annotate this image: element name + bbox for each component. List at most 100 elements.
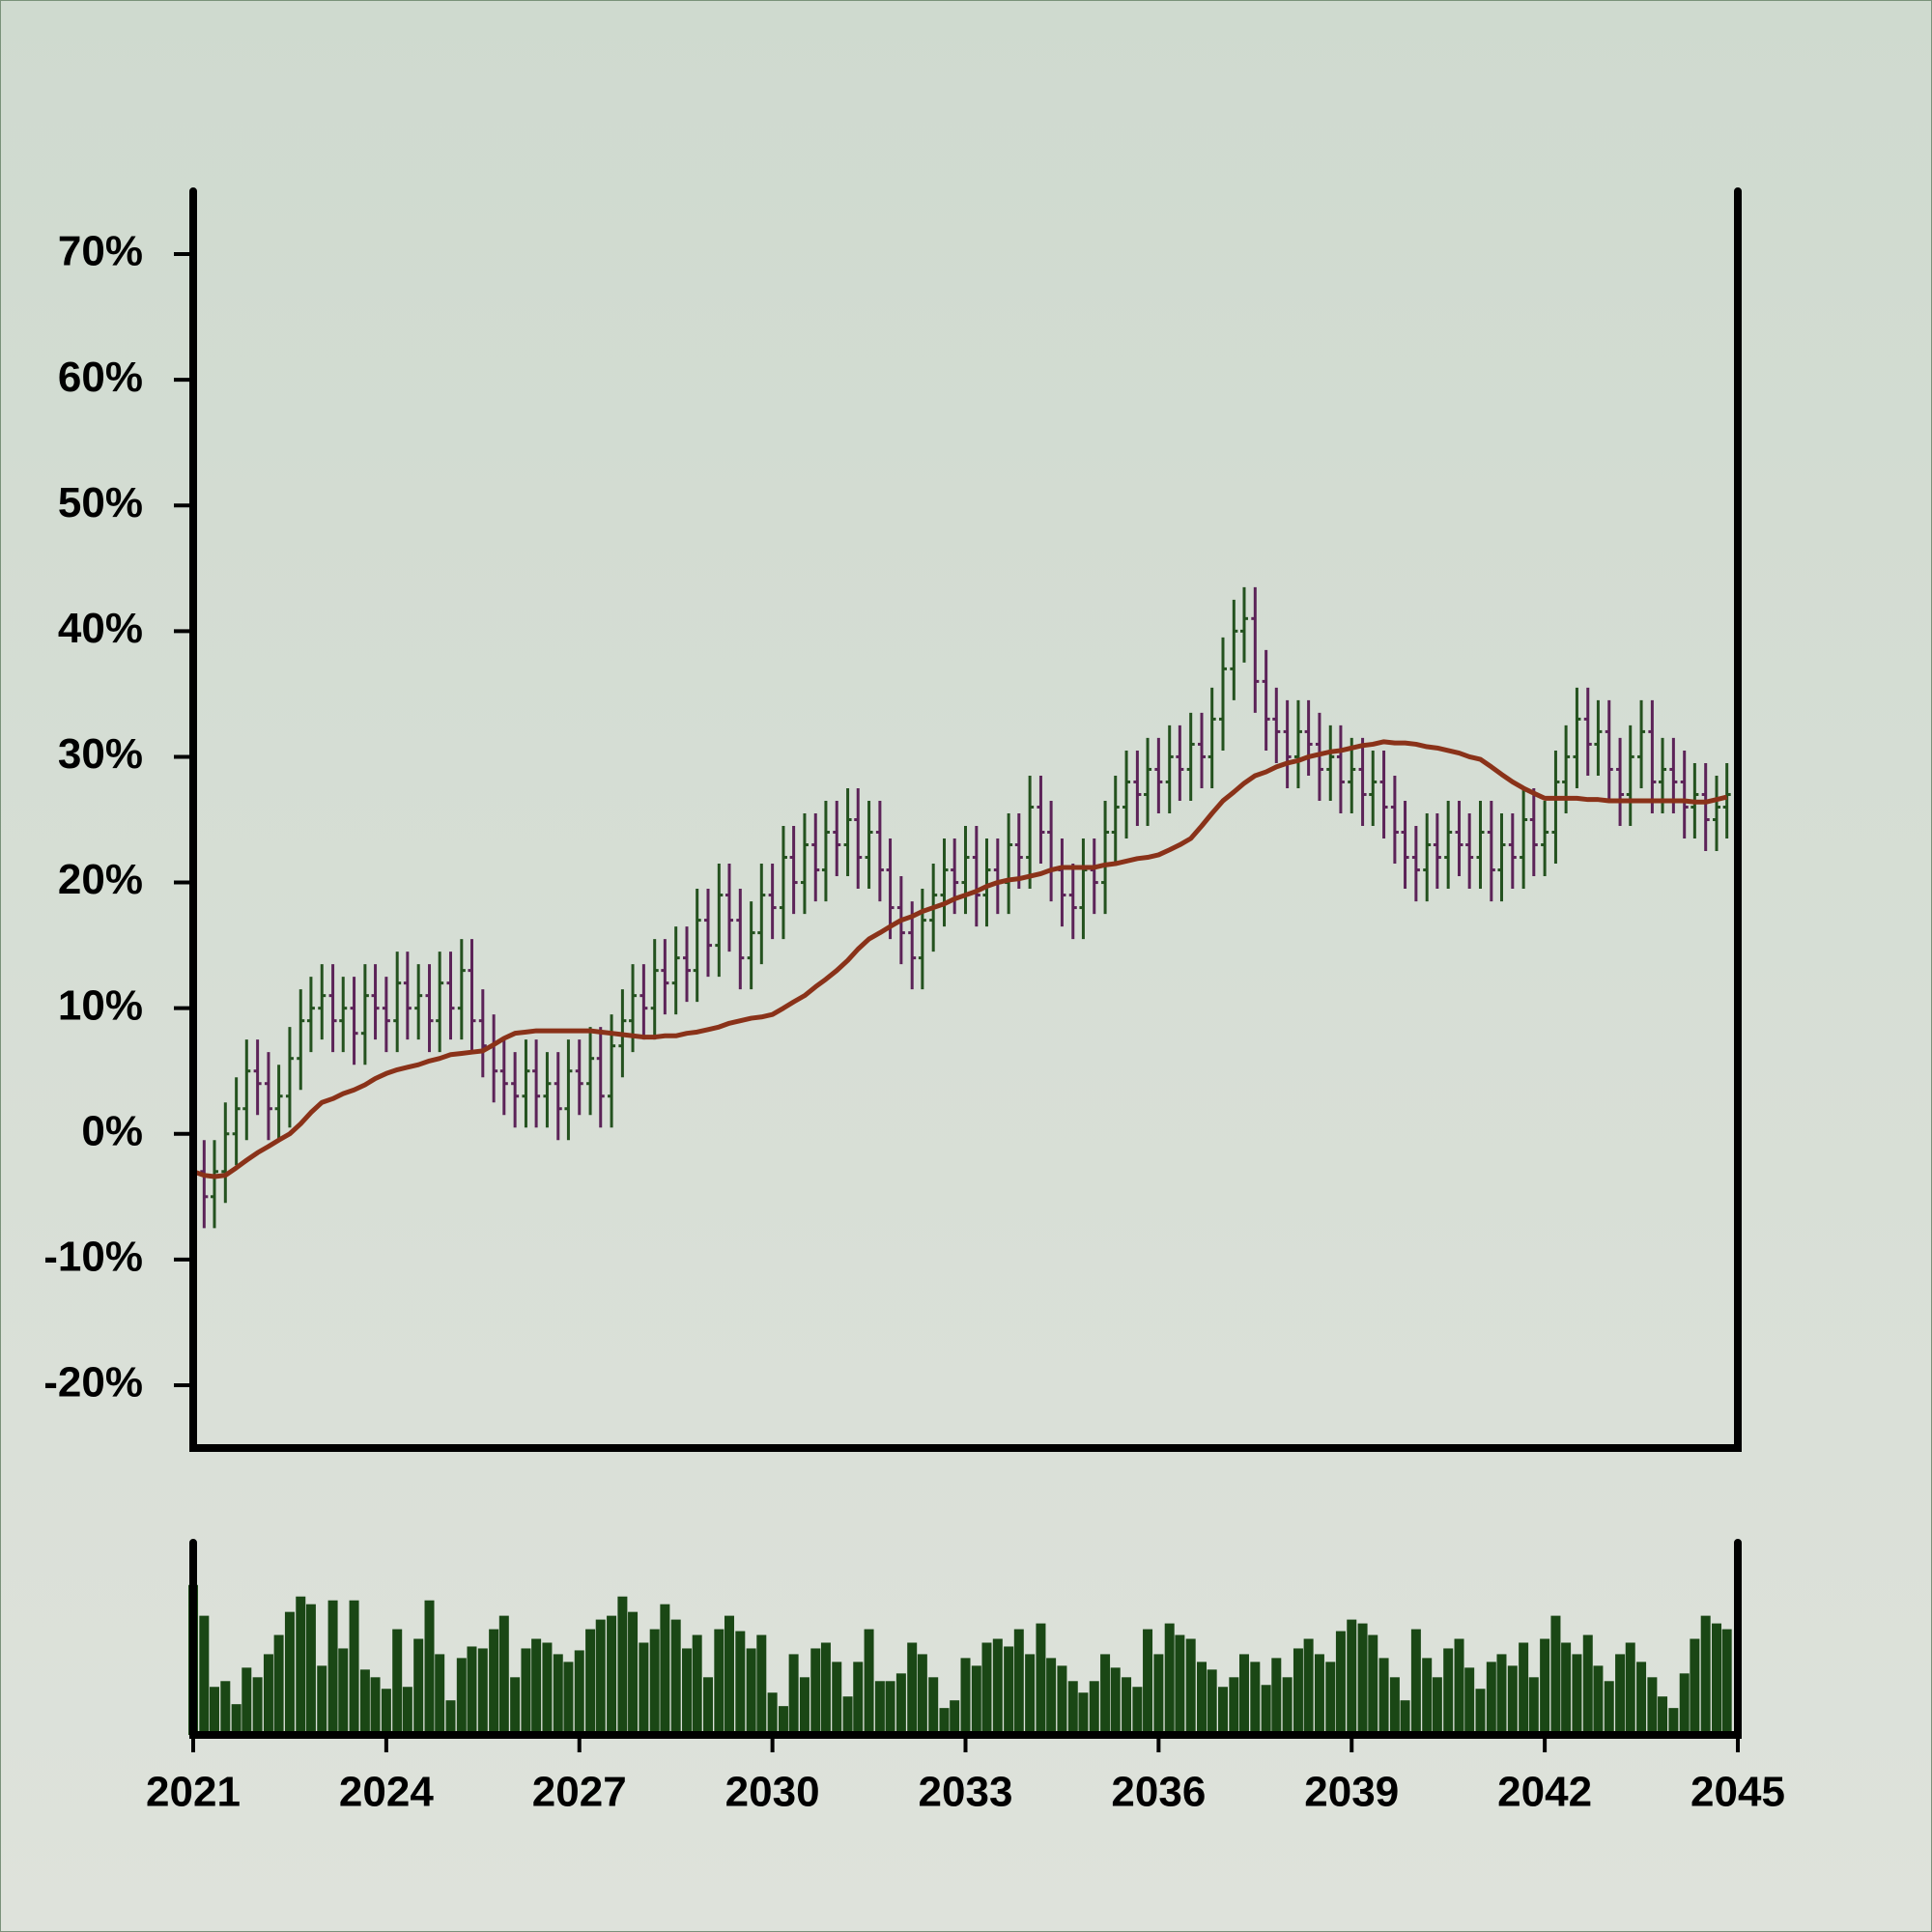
volume-bar	[928, 1677, 939, 1735]
x-tick-label: 2042	[1497, 1769, 1592, 1816]
ohlc-bar	[414, 964, 423, 1040]
volume-bar	[1046, 1658, 1057, 1735]
volume-bar	[209, 1687, 219, 1735]
volume-bar	[1410, 1629, 1421, 1735]
ohlc-bar	[639, 964, 648, 1040]
volume-bar	[1013, 1629, 1024, 1735]
volume-bar	[424, 1600, 435, 1735]
volume-bar	[1679, 1673, 1690, 1735]
volume-bar	[542, 1642, 553, 1735]
volume-bar	[1122, 1677, 1132, 1735]
volume-bar	[832, 1662, 842, 1735]
volume-bar	[284, 1611, 295, 1735]
ohlc-bar	[253, 1039, 262, 1116]
ohlc-bar	[1230, 599, 1238, 700]
ohlc-bar	[661, 939, 669, 1015]
volume-bar	[1335, 1631, 1346, 1735]
x-tick-label: 2033	[919, 1769, 1013, 1816]
volume-bar	[1625, 1642, 1635, 1735]
ohlc-bar	[1423, 812, 1432, 902]
volume-bar	[498, 1615, 509, 1735]
volume-bar	[510, 1677, 521, 1735]
volume-bar	[1454, 1638, 1464, 1735]
ohlc-bar	[1444, 800, 1453, 890]
ohlc-bar	[1390, 775, 1399, 865]
ohlc-bar	[1111, 775, 1120, 865]
volume-bar	[1153, 1654, 1164, 1735]
ohlc-bar	[1272, 687, 1281, 763]
volume-bar	[607, 1615, 617, 1735]
ohlc-bar	[436, 952, 444, 1053]
ohlc-bar	[1637, 699, 1646, 788]
ohlc-bar	[1239, 586, 1248, 663]
ohlc-bar	[875, 800, 884, 902]
volume-bar	[273, 1634, 284, 1735]
ohlc-bar	[596, 1027, 605, 1128]
volume-bar	[199, 1615, 210, 1735]
ohlc-bar	[382, 977, 390, 1053]
ohlc-bar	[306, 977, 315, 1053]
volume-bar	[1432, 1677, 1442, 1735]
volume-bar	[1507, 1665, 1518, 1735]
ohlc-bar	[1165, 724, 1174, 813]
volume-bar	[1668, 1708, 1679, 1735]
ohlc-bar	[1369, 750, 1378, 827]
volume-bar	[885, 1681, 895, 1735]
ohlc-bar	[1465, 812, 1474, 890]
ohlc-bar	[318, 964, 327, 1040]
x-tick-label: 2036	[1111, 1769, 1206, 1816]
x-tick-label: 2045	[1690, 1769, 1785, 1816]
volume-bar	[1197, 1662, 1208, 1735]
volume-bar	[1475, 1689, 1486, 1735]
ohlc-bar	[200, 1140, 209, 1229]
ohlc-bar	[221, 1102, 230, 1204]
ohlc-bar	[1198, 712, 1207, 788]
volume-bar	[296, 1596, 306, 1735]
volume-bar	[392, 1629, 403, 1735]
volume-bar	[585, 1629, 596, 1735]
ohlc-bar	[1026, 775, 1035, 890]
volume-bar	[617, 1596, 628, 1735]
ohlc-bar	[683, 926, 692, 1003]
volume-bar	[359, 1669, 370, 1735]
y-tick-label: 60%	[58, 354, 143, 401]
ohlc-bar	[522, 1039, 530, 1128]
volume-bar	[242, 1667, 252, 1735]
volume-bar	[521, 1648, 531, 1735]
ohlc-bar	[1476, 800, 1485, 890]
ohlc-bar	[715, 864, 724, 978]
ohlc-bar	[350, 977, 358, 1065]
volume-bar	[628, 1611, 639, 1735]
volume-bar	[349, 1600, 359, 1735]
volume-bar	[1282, 1677, 1293, 1735]
ohlc-bar	[865, 800, 873, 890]
volume-bar	[1261, 1685, 1271, 1735]
volume-bar	[456, 1658, 467, 1735]
ohlc-bar	[886, 838, 895, 940]
ohlc-bar	[403, 952, 412, 1040]
volume-bar	[1443, 1648, 1454, 1735]
ohlc-bar	[811, 812, 820, 902]
volume-bar	[1422, 1658, 1433, 1735]
ohlc-bar	[1326, 724, 1335, 801]
volume-bar	[639, 1642, 649, 1735]
ohlc-bar	[446, 952, 455, 1040]
ohlc-bar	[747, 901, 755, 990]
ohlc-bar	[1154, 737, 1163, 813]
ohlc-bar	[1037, 775, 1045, 865]
volume-bar	[595, 1619, 606, 1735]
ohlc-bar	[499, 1039, 508, 1116]
ohlc-bar	[757, 864, 766, 965]
ohlc-bar	[1497, 812, 1506, 902]
ohlc-bar	[285, 1027, 294, 1128]
volume-bar	[1250, 1662, 1261, 1735]
volume-bar	[971, 1665, 981, 1735]
ohlc-bar	[1186, 712, 1195, 801]
ohlc-bar	[768, 864, 777, 940]
volume-bar	[1303, 1638, 1314, 1735]
ohlc-bar	[1605, 699, 1613, 801]
ohlc-bar	[232, 1077, 241, 1166]
volume-bar	[1528, 1677, 1539, 1735]
volume-bar	[531, 1638, 542, 1735]
ohlc-bar	[1122, 750, 1131, 839]
